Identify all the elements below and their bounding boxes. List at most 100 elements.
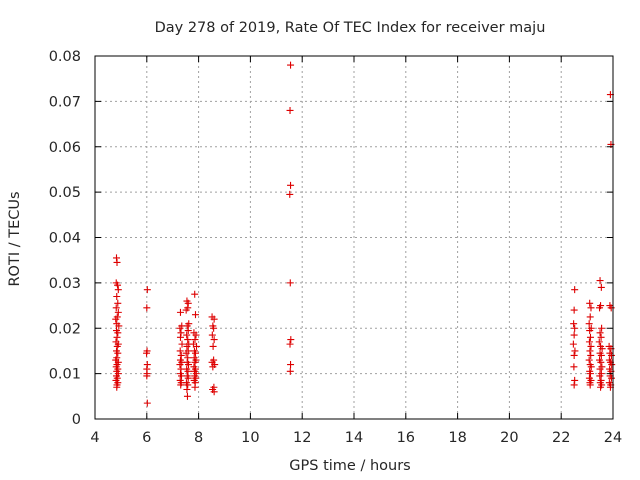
data-point-marker bbox=[597, 358, 605, 366]
x-tick-label: 10 bbox=[241, 430, 259, 446]
x-tick-label: 22 bbox=[552, 430, 570, 446]
data-point-marker bbox=[598, 345, 606, 353]
data-point-marker bbox=[287, 61, 295, 69]
y-tick-label: 0.08 bbox=[49, 49, 81, 65]
x-tick-label: 14 bbox=[345, 430, 363, 446]
data-point-marker bbox=[176, 361, 184, 369]
data-point-marker bbox=[191, 358, 199, 366]
data-point-marker bbox=[570, 320, 578, 328]
data-point-marker bbox=[114, 281, 122, 289]
data-point-marker bbox=[184, 374, 192, 382]
y-tick-label: 0.01 bbox=[49, 367, 81, 383]
data-point-marker bbox=[191, 349, 199, 357]
data-point-marker bbox=[587, 351, 595, 359]
data-point-marker bbox=[208, 331, 216, 339]
x-tick-label: 16 bbox=[397, 430, 415, 446]
data-point-marker bbox=[597, 351, 605, 359]
data-point-marker bbox=[585, 338, 593, 346]
data-point-marker bbox=[570, 306, 578, 314]
data-point-marker bbox=[113, 383, 121, 391]
data-point-marker bbox=[191, 383, 199, 391]
data-point-marker bbox=[569, 340, 577, 348]
data-point-marker bbox=[607, 351, 615, 359]
data-point-marker bbox=[114, 308, 122, 316]
x-tick-label: 4 bbox=[90, 430, 99, 446]
data-point-marker bbox=[287, 361, 295, 369]
data-point-marker bbox=[176, 308, 184, 316]
data-point-marker bbox=[178, 340, 186, 348]
data-point-marker bbox=[586, 381, 594, 389]
data-point-marker bbox=[571, 347, 579, 355]
data-point-marker bbox=[286, 190, 294, 198]
data-point-marker bbox=[210, 336, 218, 344]
data-point-marker bbox=[595, 338, 603, 346]
data-point-marker bbox=[586, 313, 594, 321]
data-point-marker bbox=[210, 388, 218, 396]
data-point-marker bbox=[586, 347, 594, 355]
y-tick-label: 0.03 bbox=[49, 276, 81, 292]
data-point-marker bbox=[113, 333, 121, 341]
data-point-marker bbox=[176, 324, 184, 332]
data-point-marker bbox=[596, 372, 604, 380]
data-point-marker bbox=[112, 304, 120, 312]
data-point-marker bbox=[210, 315, 218, 323]
data-point-marker bbox=[177, 351, 185, 359]
data-point-marker bbox=[571, 324, 579, 332]
data-point-marker bbox=[597, 333, 605, 341]
data-point-marker bbox=[192, 331, 200, 339]
chart-title: Day 278 of 2019, Rate Of TEC Index for r… bbox=[155, 20, 546, 36]
data-point-marker bbox=[193, 342, 201, 350]
data-point-marker bbox=[608, 361, 616, 369]
x-tick-label: 8 bbox=[194, 430, 203, 446]
data-point-marker bbox=[114, 349, 122, 357]
data-point-marker bbox=[286, 106, 294, 114]
x-tick-label: 20 bbox=[500, 430, 518, 446]
data-point-marker bbox=[143, 286, 151, 294]
data-point-marker bbox=[286, 279, 294, 287]
y-tick-label: 0.02 bbox=[49, 321, 81, 337]
data-point-marker bbox=[586, 327, 594, 335]
data-point-marker bbox=[113, 342, 121, 350]
data-point-marker bbox=[286, 340, 294, 348]
data-point-marker bbox=[143, 372, 151, 380]
data-point-marker bbox=[143, 304, 151, 312]
data-point-marker bbox=[183, 342, 191, 350]
data-point-marker bbox=[191, 336, 199, 344]
data-point-marker bbox=[114, 286, 122, 294]
data-point-marker bbox=[287, 181, 295, 189]
y-tick-label: 0 bbox=[72, 412, 81, 428]
data-point-marker bbox=[570, 351, 578, 359]
y-tick-label: 0.05 bbox=[49, 185, 81, 201]
data-point-marker bbox=[287, 336, 295, 344]
data-point-marker bbox=[596, 277, 604, 285]
data-point-marker bbox=[191, 290, 199, 298]
data-point-marker bbox=[570, 363, 578, 371]
data-point-marker bbox=[597, 283, 605, 291]
data-points bbox=[112, 61, 616, 407]
data-point-marker bbox=[113, 258, 121, 266]
data-point-marker bbox=[286, 367, 294, 375]
data-point-marker bbox=[585, 356, 593, 364]
x-tick-label: 18 bbox=[448, 430, 466, 446]
data-point-marker bbox=[596, 304, 604, 312]
y-tick-label: 0.06 bbox=[49, 140, 81, 156]
data-point-marker bbox=[587, 304, 595, 312]
y-axis-label: ROTI / TECUs bbox=[7, 191, 23, 286]
data-point-marker bbox=[587, 342, 595, 350]
data-point-marker bbox=[607, 304, 615, 312]
data-point-marker bbox=[598, 324, 606, 332]
data-point-marker bbox=[183, 331, 191, 339]
data-point-marker bbox=[115, 322, 123, 330]
data-point-marker bbox=[586, 370, 594, 378]
data-point-marker bbox=[191, 311, 199, 319]
data-point-marker bbox=[585, 320, 593, 328]
data-point-marker bbox=[570, 381, 578, 389]
x-tick-label: 6 bbox=[142, 430, 151, 446]
data-point-marker bbox=[210, 324, 218, 332]
data-point-marker bbox=[184, 361, 192, 369]
data-point-marker bbox=[587, 363, 595, 371]
data-point-marker bbox=[184, 381, 192, 389]
x-axis-label: GPS time / hours bbox=[289, 458, 410, 474]
data-point-marker bbox=[114, 299, 122, 307]
y-tick-label: 0.04 bbox=[49, 231, 81, 247]
